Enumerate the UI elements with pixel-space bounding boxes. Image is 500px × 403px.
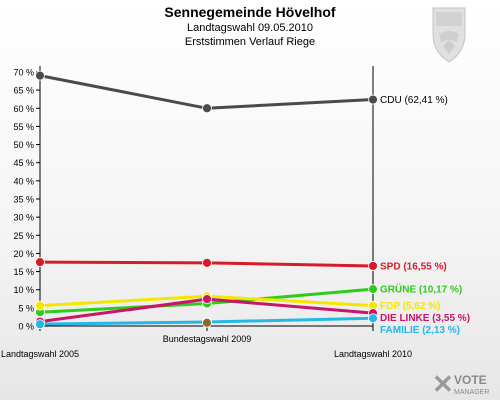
data-point [202, 257, 212, 268]
data-point [35, 319, 45, 330]
y-tick-label: 30 % [13, 213, 34, 223]
y-tick-label: 65 % [13, 86, 34, 96]
data-point [368, 313, 378, 324]
data-point [202, 103, 212, 114]
series-end-label: SPD (16,55 %) [380, 261, 447, 272]
data-point [35, 257, 45, 268]
series-end-label: GRÜNE (10,17 %) [380, 283, 462, 296]
data-point [368, 261, 378, 271]
y-tick-label: 40 % [13, 176, 34, 186]
series-end-label: CDU (62,41 %) [380, 95, 448, 106]
data-point [368, 284, 378, 294]
y-tick-label: 5 % [18, 303, 34, 313]
svg-text:MANAGER: MANAGER [454, 389, 489, 396]
y-tick-label: 35 % [13, 195, 34, 205]
vote-manager-logo: ✕ VOTE MANAGER [432, 369, 498, 399]
y-tick-label: 0 % [18, 322, 34, 332]
data-point [202, 294, 212, 305]
coat-of-arms-icon [432, 7, 466, 63]
series-line [39, 74, 374, 110]
y-tick-label: 20 % [13, 249, 34, 259]
y-tick-label: 55 % [13, 122, 34, 132]
y-tick-label: 45 % [13, 158, 34, 168]
y-tick-label: 60 % [13, 104, 34, 114]
y-tick-label: 10 % [13, 285, 34, 295]
chart-title: Sennegemeinde Hövelhof [164, 4, 336, 20]
series-end-label: FAMILIE (2,13 %) [380, 325, 460, 336]
series-end-label: DIE LINKE (3,55 %) [380, 313, 470, 324]
x-tick-label: Landtagswahl 2010 [334, 349, 412, 359]
y-tick-label: 50 % [13, 140, 34, 150]
data-point [202, 317, 212, 328]
chart-subtitle-description: Erststimmen Verlauf Riege [184, 36, 316, 48]
y-tick-label: 70 % [13, 68, 34, 78]
svg-text:VOTE: VOTE [454, 373, 487, 387]
x-tick-label: Landtagswahl 2005 [1, 349, 79, 359]
svg-text:✕: ✕ [432, 370, 454, 398]
series-end-label: FDP (5,62 %) [380, 301, 440, 312]
x-tick-label: Bundestagswahl 2009 [163, 334, 252, 344]
y-tick-label: 25 % [13, 231, 34, 241]
data-point [35, 70, 45, 81]
data-point [35, 300, 45, 311]
data-point [368, 94, 378, 105]
chart-header: Sennegemeinde Hövelhof Landtagswahl 09.0… [0, 4, 500, 49]
chart-subtitle-election: Landtagswahl 09.05.2010 [187, 22, 313, 34]
y-tick-label: 15 % [13, 267, 34, 277]
